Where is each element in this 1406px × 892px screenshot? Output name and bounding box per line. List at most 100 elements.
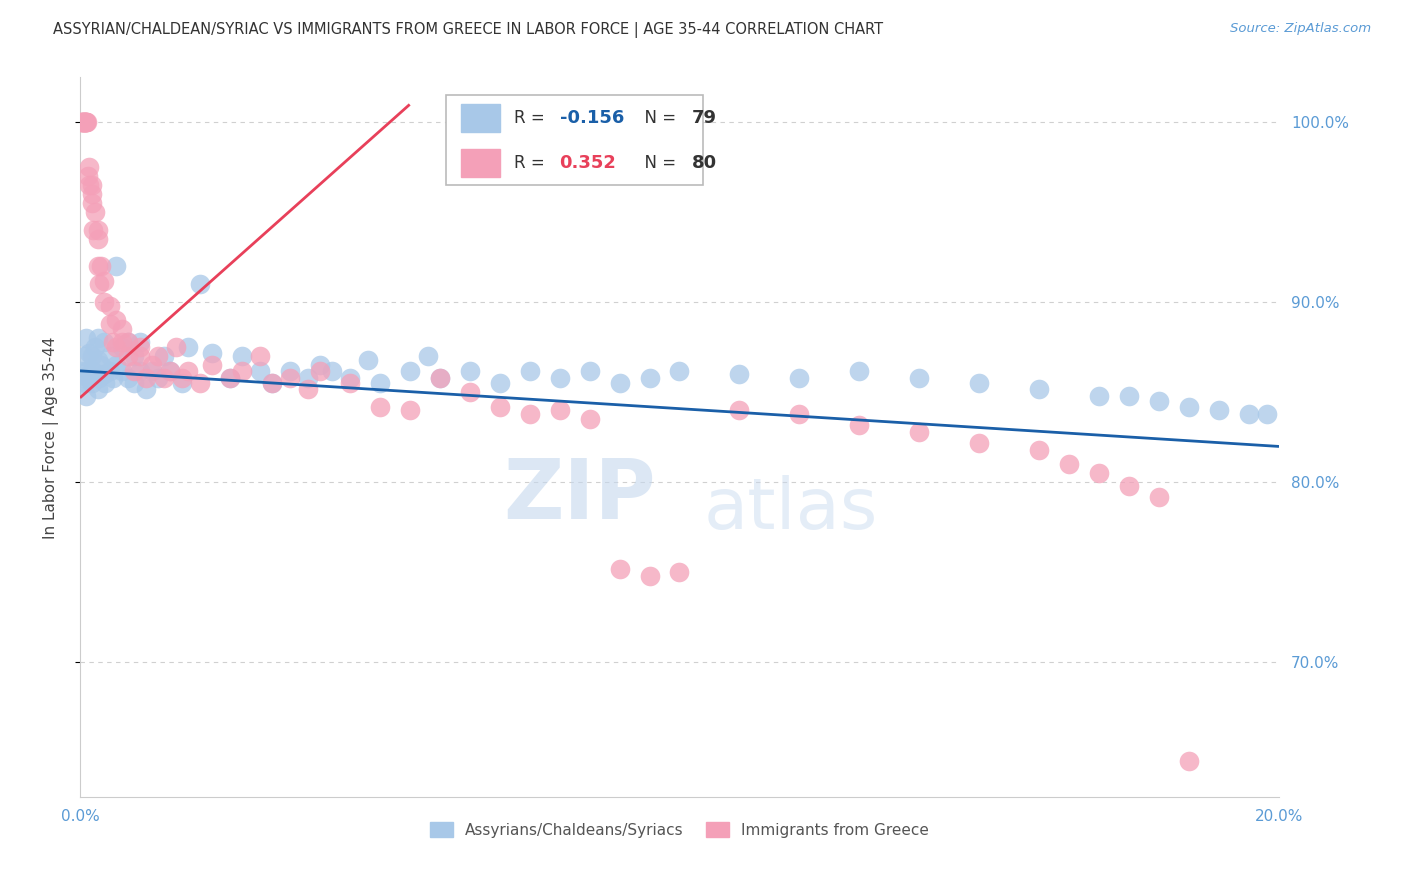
- Point: [297, 382, 319, 396]
- Point: [1208, 403, 1230, 417]
- Point: [339, 376, 361, 391]
- Point: [458, 385, 481, 400]
- Point: [218, 371, 240, 385]
- Point: [93, 334, 115, 349]
- Point: [75, 389, 97, 403]
- Point: [129, 364, 152, 378]
- Point: [117, 350, 139, 364]
- Point: [218, 371, 240, 385]
- Point: [104, 313, 127, 327]
- Text: Source: ZipAtlas.com: Source: ZipAtlas.com: [1230, 22, 1371, 36]
- Point: [93, 295, 115, 310]
- Point: [177, 364, 200, 378]
- Point: [668, 566, 690, 580]
- Point: [75, 115, 97, 129]
- Point: [159, 364, 181, 378]
- Point: [87, 382, 110, 396]
- Point: [93, 368, 115, 382]
- Text: -0.156: -0.156: [560, 109, 624, 127]
- Point: [278, 364, 301, 378]
- Point: [249, 364, 271, 378]
- Point: [90, 359, 112, 373]
- Point: [129, 350, 152, 364]
- Point: [728, 403, 751, 417]
- Point: [1088, 389, 1111, 403]
- Point: [201, 346, 224, 360]
- Point: [135, 371, 157, 385]
- Point: [231, 350, 253, 364]
- Point: [101, 371, 124, 385]
- Point: [80, 350, 103, 364]
- Point: [668, 364, 690, 378]
- Point: [73, 350, 96, 364]
- Point: [1178, 400, 1201, 414]
- Point: [98, 350, 121, 364]
- Point: [73, 115, 96, 129]
- Point: [98, 364, 121, 378]
- Point: [98, 299, 121, 313]
- Point: [321, 364, 343, 378]
- Legend: Assyrians/Chaldeans/Syriacs, Immigrants from Greece: Assyrians/Chaldeans/Syriacs, Immigrants …: [423, 815, 935, 844]
- Point: [260, 376, 283, 391]
- Point: [70, 364, 93, 378]
- Point: [1178, 755, 1201, 769]
- Point: [260, 376, 283, 391]
- Point: [117, 334, 139, 349]
- Point: [188, 277, 211, 292]
- Point: [519, 407, 541, 421]
- Point: [141, 359, 163, 373]
- Point: [278, 371, 301, 385]
- Text: ASSYRIAN/CHALDEAN/SYRIAC VS IMMIGRANTS FROM GREECE IN LABOR FORCE | AGE 35-44 CO: ASSYRIAN/CHALDEAN/SYRIAC VS IMMIGRANTS F…: [53, 22, 883, 38]
- Text: atlas: atlas: [703, 475, 877, 544]
- Text: 80: 80: [692, 154, 717, 172]
- Point: [76, 169, 98, 184]
- Point: [488, 400, 510, 414]
- Point: [122, 376, 145, 391]
- Point: [1118, 479, 1140, 493]
- Point: [104, 260, 127, 274]
- Point: [1057, 458, 1080, 472]
- Point: [129, 334, 152, 349]
- Point: [111, 341, 134, 355]
- Point: [1256, 407, 1278, 421]
- Point: [84, 205, 107, 219]
- Point: [170, 371, 193, 385]
- Point: [90, 260, 112, 274]
- Point: [82, 223, 104, 237]
- Point: [76, 364, 98, 378]
- Point: [908, 425, 931, 439]
- Point: [141, 364, 163, 378]
- Text: R =: R =: [515, 109, 550, 127]
- Point: [1147, 490, 1170, 504]
- Point: [75, 376, 97, 391]
- Point: [848, 364, 870, 378]
- Point: [578, 412, 600, 426]
- Point: [77, 346, 100, 360]
- Point: [398, 364, 420, 378]
- Point: [398, 403, 420, 417]
- Point: [72, 115, 94, 129]
- Point: [75, 115, 97, 129]
- Text: 0.352: 0.352: [560, 154, 616, 172]
- Point: [77, 368, 100, 382]
- Point: [87, 223, 110, 237]
- Point: [73, 115, 96, 129]
- Text: N =: N =: [634, 109, 682, 127]
- Point: [76, 371, 98, 385]
- Point: [231, 364, 253, 378]
- Point: [1237, 407, 1260, 421]
- Point: [578, 364, 600, 378]
- Point: [297, 371, 319, 385]
- Text: R =: R =: [515, 154, 550, 172]
- Point: [129, 341, 152, 355]
- Point: [94, 376, 117, 391]
- Point: [967, 376, 990, 391]
- Point: [87, 353, 110, 368]
- Point: [122, 350, 145, 364]
- Point: [848, 417, 870, 432]
- Point: [728, 368, 751, 382]
- Point: [80, 376, 103, 391]
- Point: [357, 353, 380, 368]
- Point: [1028, 443, 1050, 458]
- Point: [201, 359, 224, 373]
